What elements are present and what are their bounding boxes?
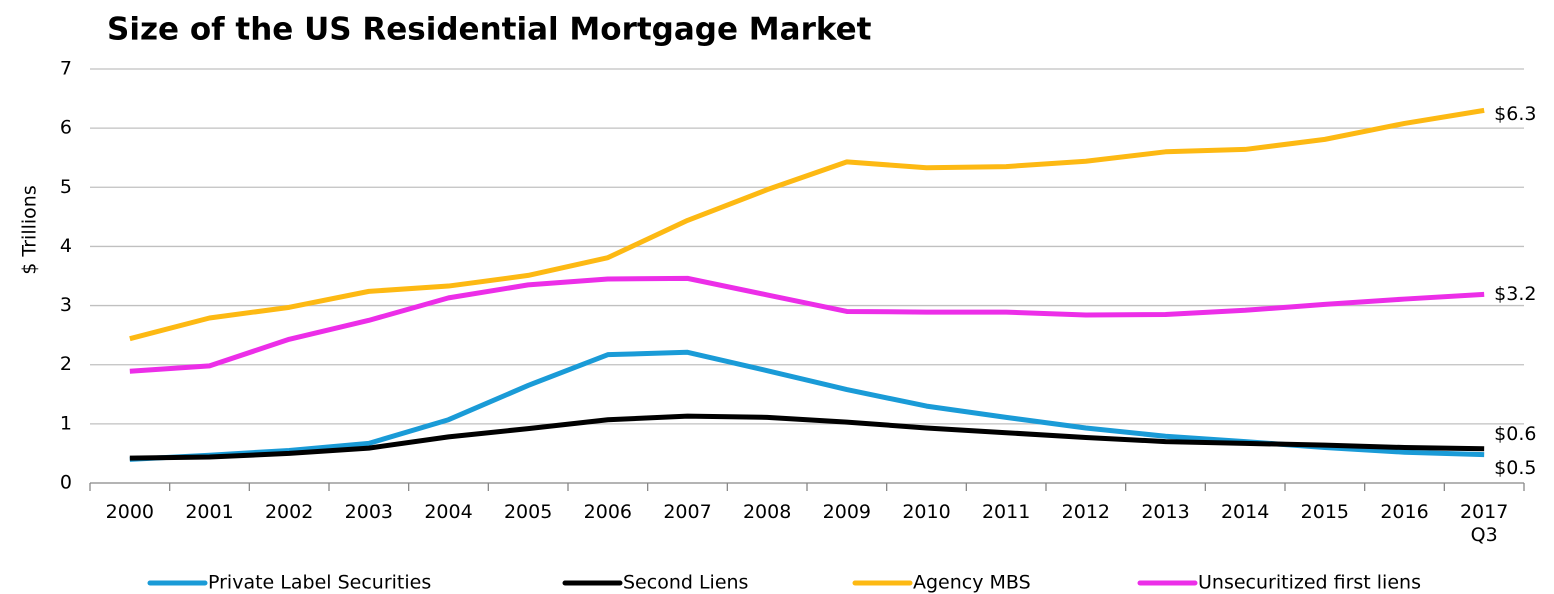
x-tick-label: 2004 [424, 501, 473, 523]
y-tick-label: 3 [60, 294, 72, 316]
chart-title: Size of the US Residential Mortgage Mark… [107, 12, 872, 48]
x-tick-label: 2007 [663, 501, 712, 523]
value-label: $3.2 [1494, 283, 1536, 305]
x-tick-label: 2005 [503, 501, 553, 523]
x-tick-label: 2011 [981, 501, 1031, 523]
series-line [129, 107, 1485, 342]
y-tick-label: 4 [60, 235, 72, 257]
x-tick-label: 2001 [185, 501, 234, 523]
x-tick-label: 2003 [344, 501, 393, 523]
x-tick-label: 2008 [742, 501, 792, 523]
y-tick-label: 2 [60, 353, 72, 375]
series-line [129, 413, 1485, 461]
value-label: $0.5 [1494, 457, 1536, 479]
y-tick-label: 7 [60, 58, 72, 80]
x-tick-label: 2016 [1380, 501, 1429, 523]
x-tick-label: 2009 [822, 501, 871, 523]
y-tick-label: 1 [60, 412, 72, 434]
value-label: $6.3 [1494, 103, 1536, 125]
legend-label: Unsecuritized first liens [1198, 572, 1421, 594]
y-tick-label: 5 [60, 176, 72, 198]
x-tick-label: 2015 [1300, 501, 1349, 523]
x-tick-label: 2000 [105, 501, 154, 523]
legend-label: Second Liens [623, 572, 748, 594]
x-tick-label: 2010 [902, 501, 951, 523]
x-tick-label: 2014 [1220, 501, 1270, 523]
legend-label: Agency MBS [913, 572, 1031, 594]
x-tick-label: 2013 [1141, 501, 1190, 523]
series-line [129, 275, 1485, 374]
value-label: $0.6 [1494, 423, 1536, 445]
x-tick-label: 2017 Q3 [1459, 501, 1509, 546]
x-tick-label: 2006 [583, 501, 632, 523]
legend-label: Private Label Securities [208, 572, 431, 594]
y-axis-label: $ Trillions [19, 185, 41, 274]
x-tick-label: 2012 [1061, 501, 1110, 523]
y-tick-label: 0 [60, 472, 72, 494]
x-tick-label: 2002 [264, 501, 314, 523]
y-tick-label: 6 [60, 117, 72, 139]
